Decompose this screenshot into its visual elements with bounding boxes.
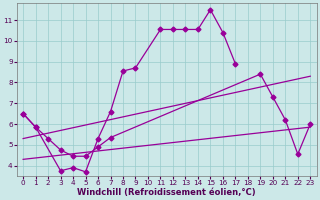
X-axis label: Windchill (Refroidissement éolien,°C): Windchill (Refroidissement éolien,°C) [77, 188, 256, 197]
